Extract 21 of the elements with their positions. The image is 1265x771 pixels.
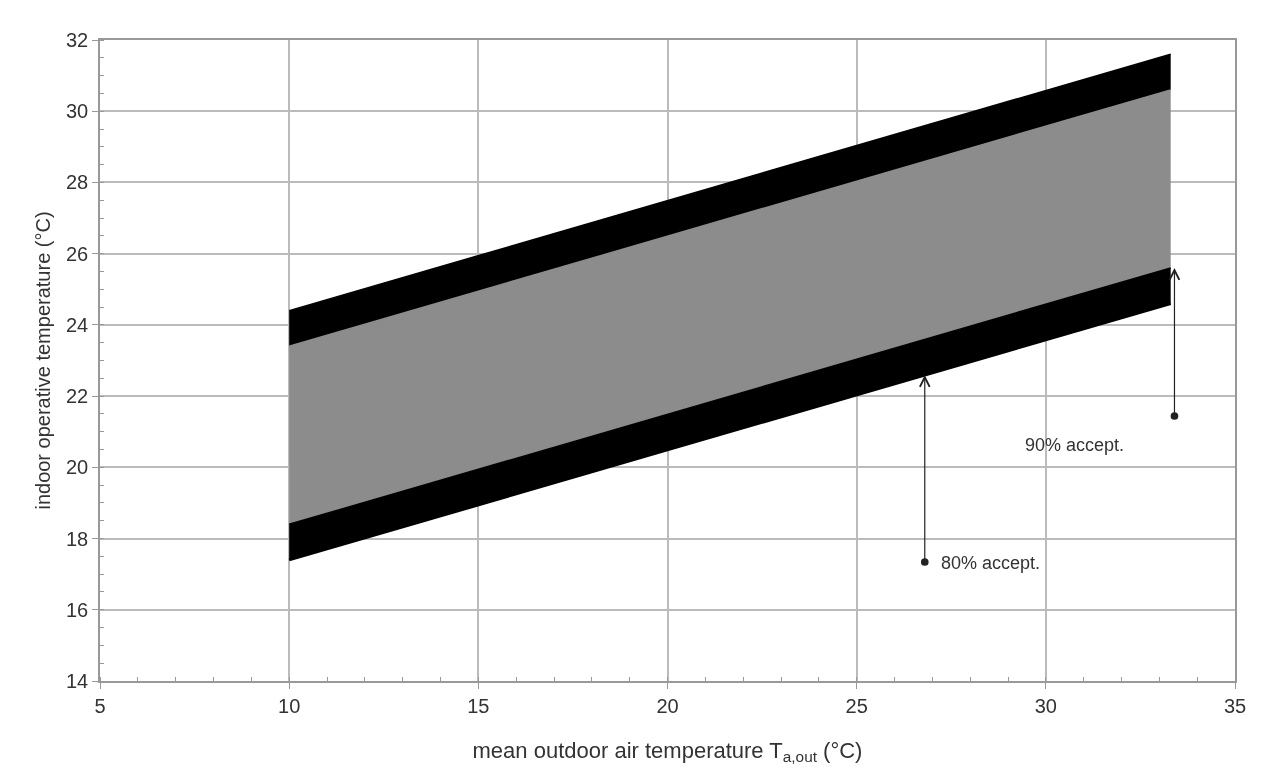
x-tick-label: 10 bbox=[278, 694, 301, 717]
x-tick-label: 5 bbox=[94, 694, 106, 717]
annotation: 80% accept. bbox=[941, 553, 1041, 573]
y-tick-label: 32 bbox=[66, 29, 89, 51]
y-tick-label: 28 bbox=[66, 171, 89, 194]
y-tick-label: 22 bbox=[66, 385, 89, 408]
y-tick-label: 24 bbox=[66, 313, 89, 336]
y-tick-label: 20 bbox=[66, 456, 89, 479]
y-axis-title: indoor operative temperature (°C) bbox=[31, 211, 54, 510]
x-tick-label: 15 bbox=[467, 694, 490, 717]
annotation: 90% accept. bbox=[1025, 435, 1125, 455]
x-tick-label: 30 bbox=[1034, 694, 1057, 717]
x-axis-title: mean outdoor air temperature T$_{a,out}$ (°C) bbox=[472, 737, 863, 766]
x-tick-label: 25 bbox=[845, 694, 868, 717]
x-tick-label: 35 bbox=[1223, 694, 1247, 717]
y-tick-label: 14 bbox=[66, 670, 89, 692]
x-tick-label: 20 bbox=[656, 694, 679, 717]
y-tick-label: 26 bbox=[66, 242, 89, 265]
y-tick-label: 16 bbox=[66, 598, 89, 621]
y-tick-label: 30 bbox=[66, 100, 89, 123]
y-tick-label: 18 bbox=[66, 527, 89, 550]
